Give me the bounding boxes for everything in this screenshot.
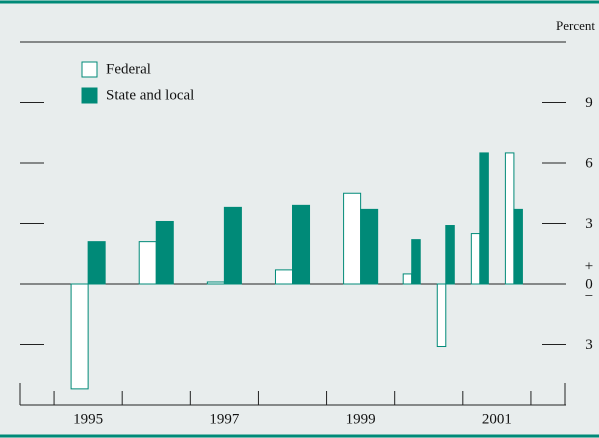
bar — [470, 233, 481, 285]
bar — [513, 208, 523, 285]
unit-label: Percent — [556, 18, 595, 33]
bar — [504, 152, 515, 285]
bar — [445, 225, 455, 285]
bar — [70, 283, 89, 390]
legend-swatch — [81, 61, 98, 78]
bar — [87, 241, 106, 285]
legend-label: Federal — [106, 61, 151, 77]
bar — [274, 269, 293, 285]
bar — [343, 192, 362, 285]
bar — [292, 204, 311, 285]
zero-sign: + — [585, 258, 593, 274]
bar — [411, 239, 421, 285]
bar — [206, 281, 225, 285]
bar — [138, 241, 157, 285]
y-tick-label: 9 — [585, 95, 593, 111]
y-tick-label: 6 — [585, 155, 593, 171]
bar — [436, 283, 447, 348]
zero-sign: − — [585, 288, 593, 304]
y-tick-label: 0 — [585, 276, 593, 292]
y-tick-label: 3 — [585, 216, 593, 232]
x-tick-label: 2001 — [482, 411, 512, 427]
legend-swatch — [81, 87, 98, 104]
x-tick-label: 1999 — [346, 411, 376, 427]
bar — [360, 208, 379, 285]
x-tick-label: 1995 — [73, 411, 103, 427]
legend-label: State and local — [106, 87, 194, 103]
x-tick-label: 1997 — [209, 411, 240, 427]
bar — [479, 152, 489, 285]
bar — [155, 220, 174, 285]
y-tick-label: 3 — [585, 337, 593, 353]
bar — [402, 273, 413, 285]
bar — [223, 206, 242, 285]
